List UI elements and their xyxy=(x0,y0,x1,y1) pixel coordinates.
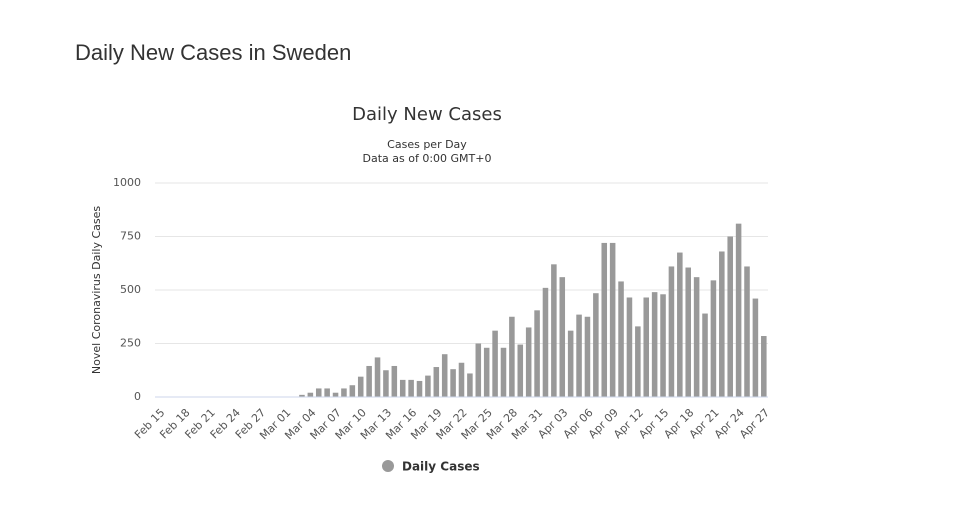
bar xyxy=(341,388,347,397)
bar xyxy=(752,298,759,397)
bar xyxy=(735,223,742,397)
bar xyxy=(551,264,557,397)
bar xyxy=(441,354,448,397)
bar xyxy=(685,267,691,397)
y-tick-label: 500 xyxy=(120,283,141,296)
bar xyxy=(643,297,650,397)
bar xyxy=(635,326,641,397)
bar xyxy=(660,294,666,397)
bar xyxy=(601,242,608,397)
bar xyxy=(509,316,515,397)
bar xyxy=(408,379,414,397)
bar xyxy=(761,336,767,397)
bar xyxy=(710,280,717,397)
bar xyxy=(433,367,440,397)
bar xyxy=(584,316,591,397)
bar xyxy=(727,236,733,397)
bar xyxy=(651,292,658,397)
bar xyxy=(307,392,314,397)
bar xyxy=(475,343,482,397)
bar xyxy=(416,380,423,397)
bar xyxy=(467,373,473,397)
bar xyxy=(483,347,490,397)
bar xyxy=(492,330,498,397)
bar xyxy=(702,313,708,397)
bar xyxy=(383,370,389,397)
legend-label: Daily Cases xyxy=(402,460,480,474)
bar xyxy=(618,281,624,397)
bar xyxy=(299,394,305,397)
y-axis-label: Novel Coronavirus Daily Cases xyxy=(90,206,103,374)
chart-title: Daily New Cases xyxy=(352,104,502,125)
bar xyxy=(626,297,633,397)
bar xyxy=(349,385,356,397)
y-tick-label: 750 xyxy=(120,230,141,243)
chart-subtitle: Data as of 0:00 GMT+0 xyxy=(363,152,492,165)
bar xyxy=(609,242,616,397)
bar xyxy=(374,357,381,397)
bar xyxy=(668,266,675,397)
bar xyxy=(559,277,566,397)
bar xyxy=(525,327,532,397)
bar xyxy=(576,314,582,397)
bar xyxy=(693,277,700,397)
bar xyxy=(399,379,406,397)
bar xyxy=(500,347,507,397)
bar xyxy=(567,330,574,397)
bar xyxy=(425,375,431,397)
y-tick-label: 1000 xyxy=(113,176,141,189)
bar xyxy=(450,369,456,397)
bar xyxy=(677,252,683,397)
bar xyxy=(458,362,465,397)
bar xyxy=(517,344,524,397)
legend-marker xyxy=(382,460,394,472)
bar xyxy=(542,287,549,397)
bar xyxy=(719,251,725,397)
bar xyxy=(366,365,372,397)
bar xyxy=(534,310,540,397)
bar xyxy=(593,293,599,397)
bar xyxy=(357,376,364,397)
chart-subtitle: Cases per Day xyxy=(387,138,467,151)
bar xyxy=(332,392,339,397)
bar xyxy=(324,388,330,397)
y-tick-label: 250 xyxy=(120,337,141,350)
bar xyxy=(391,365,398,397)
y-tick-label: 0 xyxy=(134,390,141,403)
bar xyxy=(744,266,750,397)
bar xyxy=(315,388,322,397)
page-title: Daily New Cases in Sweden xyxy=(75,40,351,65)
